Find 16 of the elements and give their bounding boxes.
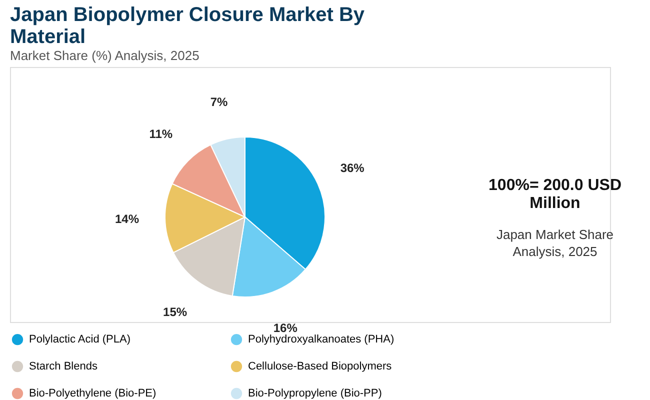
data-label: 14% (115, 212, 140, 226)
legend-label: Bio-Polyethylene (Bio-PE) (29, 388, 156, 400)
legend-label: Bio-Polypropylene (Bio-PP) (248, 388, 382, 400)
text: Japan Market Share Analysis, 2025 (496, 227, 614, 259)
chart-title: Japan Biopolymer Closure Market By Material (10, 4, 366, 48)
data-label: 7% (210, 94, 228, 109)
legend-label: Polylactic Acid (PLA) (29, 334, 130, 346)
chart-subtitle: Market Share (%) Analysis, 2025 (10, 48, 200, 63)
data-label: 36% (340, 160, 365, 175)
legend-label: Cellulose-Based Biopolymers (248, 360, 392, 372)
text: 100%= 200.0 USD Million (488, 177, 622, 212)
data-label: 16% (273, 320, 298, 335)
legend-label: Polyhydroxyalkanoates (PHA) (248, 334, 394, 346)
legend-label: Starch Blends (29, 360, 98, 372)
data-label: 11% (149, 127, 173, 142)
data-label: 15% (163, 305, 188, 320)
